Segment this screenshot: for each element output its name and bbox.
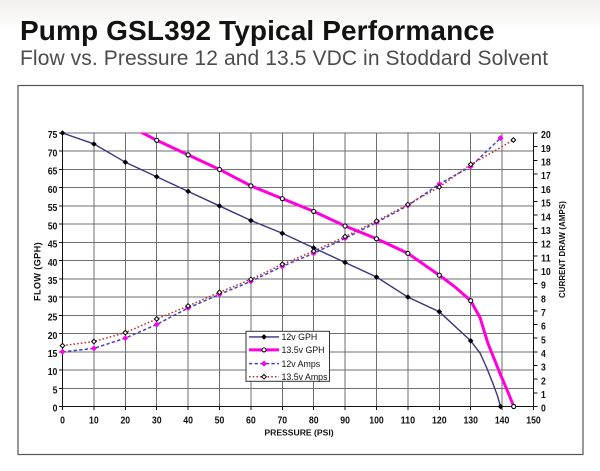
svg-text:50: 50 (48, 221, 58, 232)
svg-text:20: 20 (541, 130, 551, 141)
svg-text:65: 65 (48, 167, 58, 178)
svg-text:80: 80 (309, 415, 319, 426)
svg-text:12: 12 (541, 240, 551, 251)
svg-text:40: 40 (183, 415, 193, 426)
svg-text:1: 1 (541, 390, 546, 401)
svg-text:13: 13 (541, 226, 551, 237)
svg-text:0: 0 (53, 404, 58, 415)
svg-text:60: 60 (246, 415, 256, 426)
svg-text:50: 50 (215, 415, 225, 426)
svg-text:18: 18 (541, 158, 551, 169)
svg-text:6: 6 (541, 322, 546, 333)
svg-text:40: 40 (48, 258, 58, 269)
svg-text:14: 14 (541, 212, 551, 223)
svg-text:15: 15 (541, 199, 551, 210)
svg-text:45: 45 (48, 240, 58, 251)
svg-text:0: 0 (60, 415, 65, 426)
svg-text:PRESSURE (PSI): PRESSURE (PSI) (264, 427, 333, 437)
svg-text:60: 60 (48, 185, 58, 196)
svg-text:100: 100 (369, 415, 384, 426)
svg-text:90: 90 (340, 415, 350, 426)
svg-text:75: 75 (48, 130, 58, 141)
svg-text:55: 55 (48, 203, 58, 214)
svg-text:130: 130 (463, 415, 478, 426)
svg-text:30: 30 (152, 415, 162, 426)
svg-text:5: 5 (541, 335, 546, 346)
svg-text:5: 5 (53, 385, 58, 396)
svg-text:CURRENT DRAW (AMPS): CURRENT DRAW (AMPS) (558, 201, 567, 298)
svg-text:8: 8 (541, 294, 546, 305)
svg-text:13.5v Amps: 13.5v Amps (282, 372, 329, 382)
svg-text:10: 10 (48, 367, 58, 378)
svg-text:35: 35 (48, 276, 58, 287)
svg-text:19: 19 (541, 144, 551, 155)
svg-text:12v GPH: 12v GPH (282, 332, 318, 342)
svg-text:4: 4 (541, 349, 546, 360)
svg-text:20: 20 (120, 415, 130, 426)
svg-text:25: 25 (48, 313, 58, 324)
svg-text:7: 7 (541, 308, 546, 319)
svg-text:70: 70 (48, 148, 58, 159)
svg-text:3: 3 (541, 363, 546, 374)
svg-text:110: 110 (401, 415, 416, 426)
svg-text:15: 15 (48, 349, 58, 360)
svg-text:9: 9 (541, 281, 546, 292)
svg-text:120: 120 (432, 415, 447, 426)
svg-text:0: 0 (541, 404, 546, 415)
svg-text:20: 20 (48, 331, 58, 342)
svg-text:150: 150 (526, 415, 541, 426)
svg-text:11: 11 (541, 253, 551, 264)
svg-text:140: 140 (495, 415, 510, 426)
svg-text:13.5v GPH: 13.5v GPH (282, 345, 325, 355)
svg-text:17: 17 (541, 171, 551, 182)
svg-text:70: 70 (277, 415, 287, 426)
svg-text:16: 16 (541, 185, 551, 196)
svg-text:2: 2 (541, 376, 546, 387)
svg-text:10: 10 (89, 415, 99, 426)
svg-text:12v Amps: 12v Amps (282, 359, 321, 369)
svg-text:10: 10 (541, 267, 551, 278)
svg-text:FLOW (GPH): FLOW (GPH) (33, 242, 43, 301)
svg-text:30: 30 (48, 294, 58, 305)
